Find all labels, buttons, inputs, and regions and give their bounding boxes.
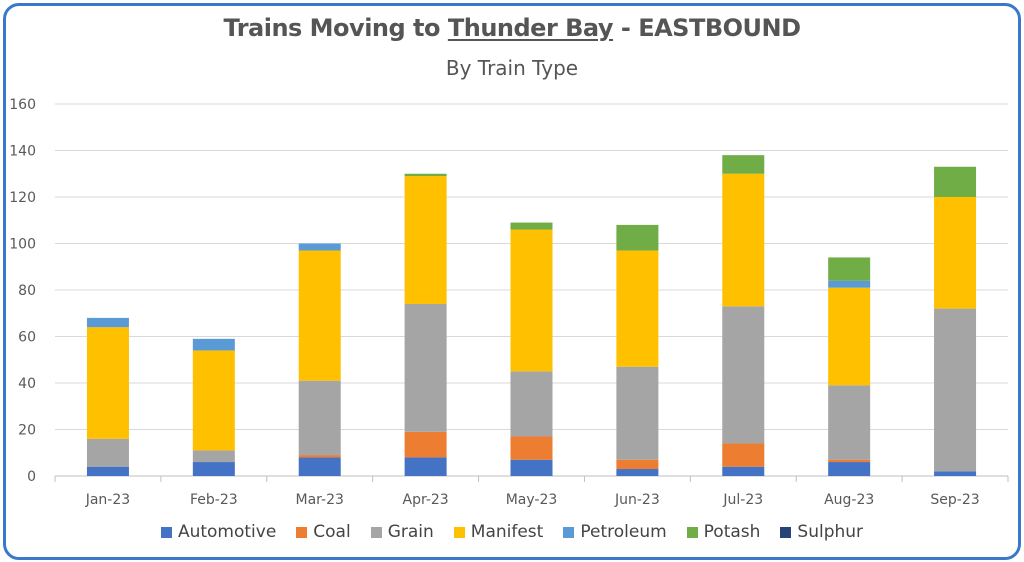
bar-segment-automotive bbox=[298, 457, 341, 476]
legend-label: Potash bbox=[703, 522, 761, 542]
bar-segment-coal bbox=[404, 431, 447, 458]
bar-segment-automotive bbox=[192, 462, 235, 476]
bar-segment-grain bbox=[192, 450, 235, 463]
legend-item-petroleum: Petroleum bbox=[563, 522, 667, 542]
bar-segment-automotive bbox=[510, 459, 553, 476]
bar-segment-manifest bbox=[722, 173, 765, 307]
bar-segment-automotive bbox=[616, 469, 659, 476]
bar-segment-grain bbox=[616, 366, 659, 460]
legend-swatch bbox=[686, 526, 698, 538]
x-tick-label: Jul-23 bbox=[722, 492, 763, 508]
bar-segment-coal bbox=[616, 459, 659, 470]
bar-segment-coal bbox=[828, 459, 871, 463]
bar-segment-grain bbox=[298, 380, 341, 456]
legend-label: Petroleum bbox=[580, 522, 667, 542]
bar-segment-grain bbox=[934, 308, 977, 472]
bar-segment-potash bbox=[828, 257, 871, 281]
chart-title-part-2: Thunder Bay bbox=[447, 14, 614, 42]
y-tick-label: 60 bbox=[18, 330, 36, 346]
x-tick-label: Feb-23 bbox=[190, 492, 238, 508]
y-tick-label: 80 bbox=[18, 283, 36, 299]
bar-segment-petroleum bbox=[192, 338, 235, 351]
legend-label: Automotive bbox=[177, 522, 277, 542]
bar-segment-potash bbox=[616, 224, 659, 251]
bar-segment-grain bbox=[828, 385, 871, 460]
y-tick-label: 0 bbox=[27, 469, 36, 485]
y-tick-label: 120 bbox=[9, 190, 36, 206]
bar-segment-petroleum bbox=[86, 317, 129, 328]
chart-subtitle: By Train Type bbox=[445, 56, 579, 80]
y-tick-label: 20 bbox=[18, 423, 36, 439]
x-tick-label: Jan-23 bbox=[85, 492, 130, 508]
x-tick-label: Apr-23 bbox=[403, 492, 449, 508]
x-tick-label: Mar-23 bbox=[296, 492, 344, 508]
legend-swatch bbox=[370, 526, 382, 538]
legend-item-manifest: Manifest bbox=[453, 522, 544, 542]
bar-segment-manifest bbox=[86, 327, 129, 439]
bar-segment-grain bbox=[86, 438, 129, 467]
bar-segment-grain bbox=[722, 306, 765, 444]
legend-item-sulphur: Sulphur bbox=[780, 522, 863, 542]
bar-segment-automotive bbox=[828, 462, 871, 476]
bar-segment-automotive bbox=[86, 466, 129, 476]
legend-swatch bbox=[780, 526, 792, 538]
legend-swatch bbox=[453, 526, 465, 538]
legend-item-coal: Coal bbox=[296, 522, 351, 542]
bar-segment-manifest bbox=[192, 350, 235, 451]
bar-segment-automotive bbox=[722, 466, 765, 476]
bar-segment-potash bbox=[510, 222, 553, 230]
chart-title-part-3: - EASTBOUND bbox=[613, 14, 801, 42]
x-tick-label: May-23 bbox=[506, 492, 558, 508]
bar-segment-potash bbox=[934, 166, 977, 197]
bar-segment-manifest bbox=[404, 176, 447, 304]
legend-label: Grain bbox=[387, 522, 434, 542]
bar-segment-manifest bbox=[828, 287, 871, 386]
bar-segment-grain bbox=[510, 371, 553, 437]
bar-segment-manifest bbox=[934, 197, 977, 309]
legend-label: Manifest bbox=[470, 522, 544, 542]
bar-segment-potash bbox=[404, 173, 447, 177]
legend-swatch bbox=[563, 526, 575, 538]
bar-segment-automotive bbox=[404, 457, 447, 476]
legend-swatch bbox=[296, 526, 308, 538]
x-tick-label: Sep-23 bbox=[930, 492, 979, 508]
chart-title-part-1: Trains Moving to bbox=[223, 14, 448, 42]
x-tick-label: Aug-23 bbox=[824, 492, 874, 508]
y-tick-label: 100 bbox=[9, 237, 36, 253]
y-tick-label: 140 bbox=[9, 144, 36, 160]
legend-item-potash: Potash bbox=[686, 522, 761, 542]
bar-segment-coal bbox=[510, 436, 553, 460]
legend-swatch bbox=[160, 526, 172, 538]
bar-segment-potash bbox=[722, 155, 765, 174]
x-tick-label: Jun-23 bbox=[614, 492, 660, 508]
bar-segment-manifest bbox=[510, 229, 553, 372]
y-tick-label: 160 bbox=[9, 97, 36, 113]
bar-segment-manifest bbox=[616, 250, 659, 367]
chart-title: Trains Moving to Thunder Bay - EASTBOUND bbox=[0, 14, 1024, 42]
y-tick-label: 40 bbox=[18, 376, 36, 392]
bar-segment-coal bbox=[722, 443, 765, 467]
legend-label: Sulphur bbox=[797, 522, 864, 542]
bar-segment-grain bbox=[404, 303, 447, 432]
legend-item-automotive: Automotive bbox=[160, 522, 277, 542]
chart-legend: Automotive Coal Grain Manifest Petroleum Pota… bbox=[0, 520, 1024, 544]
bar-segment-coal bbox=[298, 455, 341, 458]
bar-segment-petroleum bbox=[298, 243, 341, 251]
bar-segment-manifest bbox=[298, 250, 341, 381]
legend-item-grain: Grain bbox=[370, 522, 434, 542]
legend-label: Coal bbox=[313, 522, 351, 542]
bar-segment-automotive bbox=[934, 471, 977, 476]
bar-segment-petroleum bbox=[828, 280, 871, 288]
